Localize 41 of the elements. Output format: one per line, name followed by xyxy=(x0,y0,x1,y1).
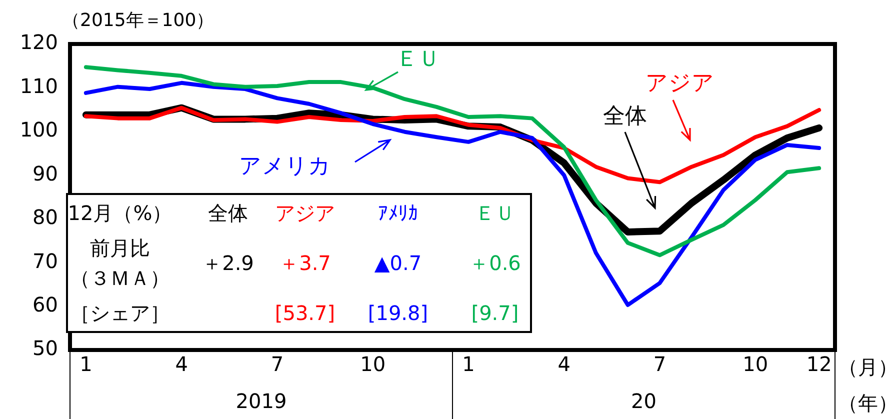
x-tick-label: 1 xyxy=(462,352,475,376)
y-tick-label: 90 xyxy=(32,161,58,186)
x-tick-label: 1 xyxy=(80,352,92,376)
x-tick-label: 10 xyxy=(360,352,386,376)
annotation: ［シェア］ xyxy=(70,301,170,325)
annotation: 前月比 xyxy=(90,236,150,260)
annotation: ＥＵ xyxy=(475,201,515,225)
annotation: ▲0.7 xyxy=(374,251,422,275)
annotation: [53.7] xyxy=(274,301,336,325)
x-tick-label: 12 xyxy=(806,352,832,376)
text: 2019 xyxy=(236,389,287,414)
y-tick-label: 100 xyxy=(20,118,58,142)
text: 全体 xyxy=(602,103,648,131)
y-axis-title: （2015年＝100） xyxy=(62,9,214,32)
text: 20 xyxy=(631,389,656,414)
series-label: アメリカ xyxy=(238,153,332,181)
y-tick-label: 110 xyxy=(20,74,58,98)
annotation: [19.8] xyxy=(368,301,428,325)
x-tick-label: 10 xyxy=(742,352,768,376)
y-tick-label: 120 xyxy=(20,30,58,54)
x-tick-label: 4 xyxy=(558,352,570,376)
series-label: ＥＵ xyxy=(395,46,441,74)
annotation: [9.7] xyxy=(471,301,519,325)
x-axis-title: （月） xyxy=(838,354,890,381)
y-tick-label: 60 xyxy=(32,292,58,316)
annotation: ｱﾒﾘｶ xyxy=(378,201,418,225)
text: （年） xyxy=(838,390,890,417)
annotation: （３ＭＡ） xyxy=(70,266,170,290)
y-tick-label: 80 xyxy=(32,205,58,230)
annotation: ＋0.6 xyxy=(469,251,521,275)
annotation: アジア xyxy=(275,201,335,225)
x-tick-label: 7 xyxy=(270,352,284,376)
x-tick-label: 7 xyxy=(653,352,666,376)
annotation: 12月（%） xyxy=(68,201,172,225)
text: アジア xyxy=(644,70,716,98)
annotation: ＋3.7 xyxy=(279,251,331,275)
x-tick-label: 4 xyxy=(175,352,188,376)
annotation: ＋2.9 xyxy=(202,251,254,275)
annotation: 全体 xyxy=(208,201,248,225)
y-tick-label: 50 xyxy=(32,336,58,360)
y-tick-label: 70 xyxy=(32,248,58,273)
